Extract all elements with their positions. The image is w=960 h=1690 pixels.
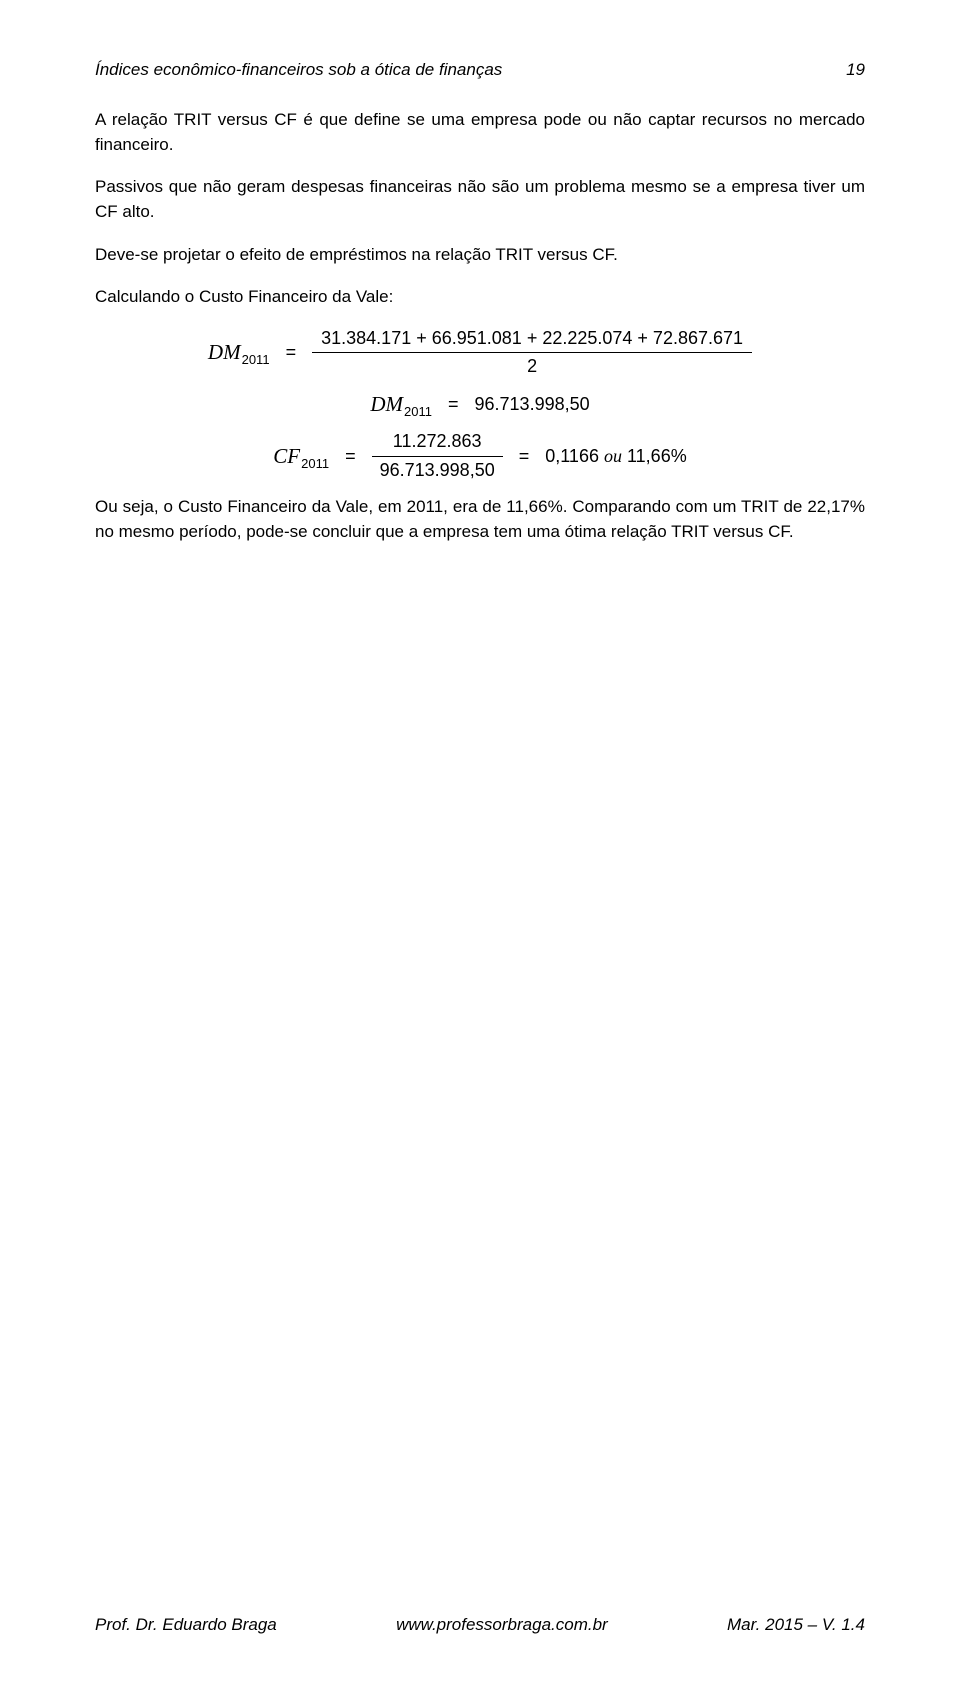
- header-page-number: 19: [846, 60, 865, 80]
- cf-result-percent: 11,66%: [627, 446, 687, 466]
- cf-denominator: 96.713.998,50: [372, 456, 503, 482]
- formula-cf: CF 2011 = 11.272.863 96.713.998,50 = 0,1…: [95, 431, 865, 481]
- footer-version: Mar. 2015 – V. 1.4: [727, 1615, 865, 1635]
- paragraph-3: Deve-se projetar o efeito de empréstimos…: [95, 243, 865, 268]
- ou-text: ou: [604, 446, 622, 466]
- equals-sign: =: [286, 342, 297, 364]
- footer-author: Prof. Dr. Eduardo Braga: [95, 1615, 277, 1635]
- paragraph-1: A relação TRIT versus CF é que define se…: [95, 108, 865, 157]
- page-container: Índices econômico-financeiros sob a ótic…: [0, 0, 960, 1690]
- formula-dm-result: DM 2011 = 96.713.998,50: [95, 392, 865, 417]
- cf-result-decimal: 0,1166: [545, 446, 599, 466]
- paragraph-5: Ou seja, o Custo Financeiro da Vale, em …: [95, 495, 865, 544]
- page-footer: Prof. Dr. Eduardo Braga www.professorbra…: [95, 1615, 865, 1635]
- cf-fraction: 11.272.863 96.713.998,50: [372, 431, 503, 481]
- dm-fraction: 31.384.171 + 66.951.081 + 22.225.074 + 7…: [312, 328, 752, 378]
- cf-numerator: 11.272.863: [385, 431, 490, 456]
- paragraph-2: Passivos que não geram despesas financei…: [95, 175, 865, 224]
- cf-symbol: CF: [273, 444, 300, 469]
- dm-subscript-2: 2011: [404, 404, 432, 420]
- dm-numerator: 31.384.171 + 66.951.081 + 22.225.074 + 7…: [312, 328, 752, 353]
- dm-denominator: 2: [312, 352, 752, 378]
- equals-sign-4: =: [519, 446, 530, 468]
- dm-symbol-2: DM: [370, 392, 403, 417]
- dm-subscript: 2011: [242, 352, 270, 368]
- running-header: Índices econômico-financeiros sob a ótic…: [95, 60, 865, 80]
- footer-url: www.professorbraga.com.br: [396, 1615, 608, 1635]
- equals-sign-2: =: [448, 394, 459, 416]
- header-title: Índices econômico-financeiros sob a ótic…: [95, 60, 502, 80]
- cf-subscript: 2011: [301, 456, 329, 472]
- dm-result-value: 96.713.998,50: [475, 394, 590, 416]
- dm-symbol: DM: [208, 340, 241, 365]
- formula-dm-fraction: DM 2011 = 31.384.171 + 66.951.081 + 22.2…: [95, 328, 865, 378]
- paragraph-4: Calculando o Custo Financeiro da Vale:: [95, 285, 865, 310]
- equals-sign-3: =: [345, 446, 356, 468]
